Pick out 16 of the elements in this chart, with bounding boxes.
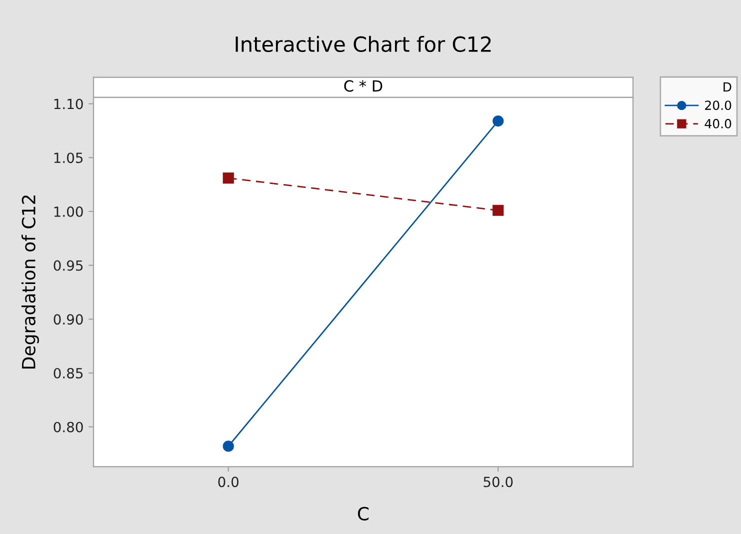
x-tick-label: 50.0	[484, 476, 513, 488]
legend-title: D	[724, 82, 732, 92]
x-axis-title: C	[358, 506, 369, 521]
x-tick-label: 0.0	[218, 476, 238, 488]
chart-title: Interactive Chart for C12	[236, 36, 491, 52]
y-tick-label: 0.90	[54, 314, 83, 325]
y-tick-label: 0.80	[54, 422, 83, 432]
y-tick-label: 0.95	[54, 260, 83, 271]
y-tick-label: 1.05	[54, 152, 83, 164]
legend-label: 40.0	[704, 118, 732, 128]
chart-subtitle: C * D	[344, 80, 382, 92]
legend-label: 20.0	[705, 100, 732, 110]
y-tick-label: 0.85	[54, 368, 83, 378]
y-axis-title: Degradation of C12	[21, 196, 39, 368]
y-tick-label: 1.10	[54, 98, 83, 110]
y-tick-label: 1.00	[54, 206, 83, 217]
